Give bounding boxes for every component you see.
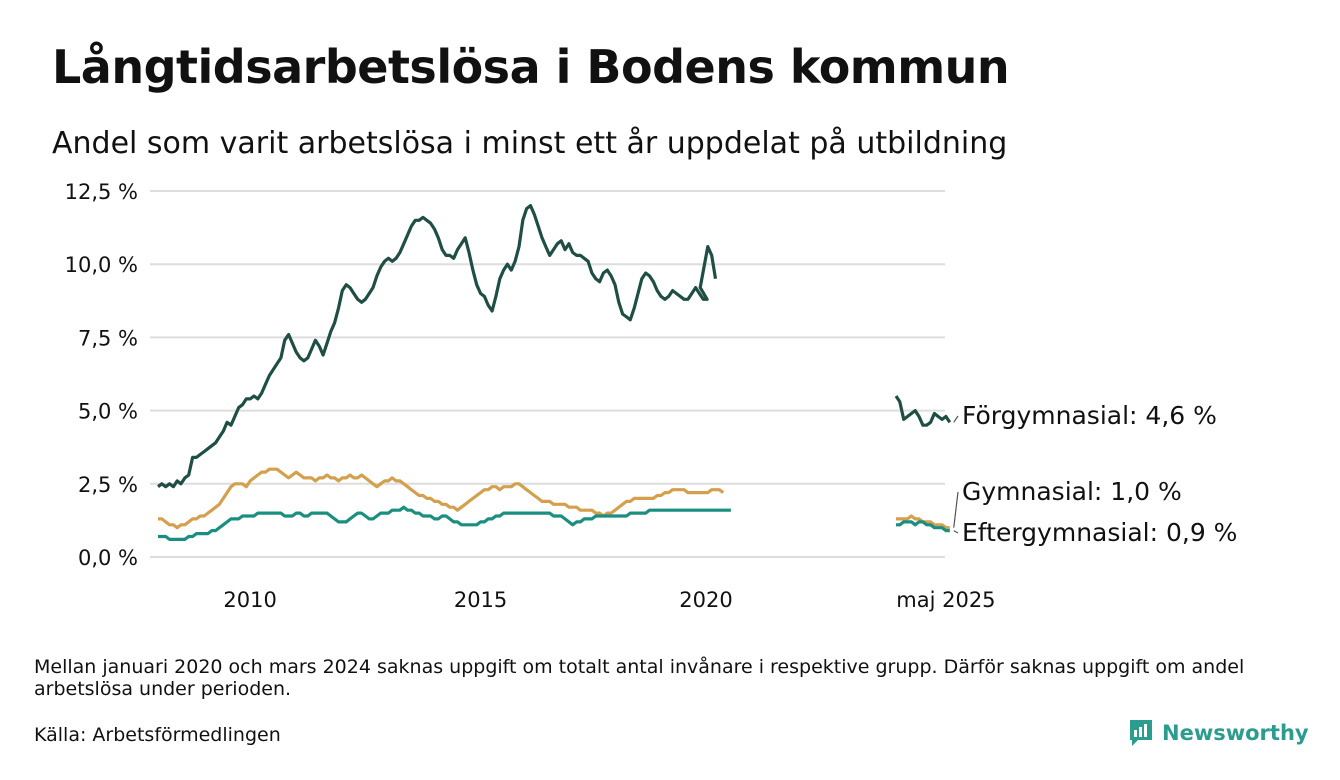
series-lines bbox=[157, 204, 952, 542]
x-axis: 2010 2015 2020 maj 2025 bbox=[223, 588, 995, 612]
chart-note: Mellan januari 2020 och mars 2024 saknas… bbox=[34, 656, 1245, 700]
series-line-förgymnasial bbox=[894, 395, 952, 427]
line-chart: 0,0 %2,5 %5,0 %7,5 %10,0 %12,5 % 2010 201… bbox=[65, 180, 1238, 612]
series-line-eftergymnasial bbox=[158, 505, 731, 542]
source-text: Källa: Arbetsförmedlingen bbox=[34, 724, 281, 746]
label-leader-line bbox=[953, 415, 959, 423]
x-tick-label: maj 2025 bbox=[896, 588, 995, 612]
chart-subtitle: Andel som varit arbetslösa i minst ett å… bbox=[52, 126, 1008, 161]
series-line-eftergymnasial bbox=[896, 520, 950, 533]
y-tick-label: 7,5 % bbox=[78, 326, 138, 350]
brand-logo: Newsworthy bbox=[1128, 718, 1309, 748]
y-tick-label: 0,0 % bbox=[78, 546, 138, 570]
x-tick-label: 2010 bbox=[223, 588, 276, 612]
page-title: Långtidsarbetslösa i Bodens kommun bbox=[52, 40, 1010, 94]
y-tick-label: 10,0 % bbox=[65, 253, 138, 277]
series-line-gymnasial bbox=[158, 467, 725, 530]
end-label-gymnasial: Gymnasial: 1,0 % bbox=[962, 477, 1182, 506]
y-tick-label: 2,5 % bbox=[78, 473, 138, 497]
grid-lines bbox=[150, 190, 945, 558]
y-tick-label: 5,0 % bbox=[78, 400, 138, 424]
y-tick-label: 12,5 % bbox=[65, 180, 138, 204]
label-leader-line bbox=[953, 491, 959, 528]
end-labels: Förgymnasial: 4,6 % Gymnasial: 1,0 % Efter… bbox=[953, 401, 1237, 547]
series-line-förgymnasial bbox=[157, 204, 718, 489]
label-leader-line bbox=[953, 530, 959, 534]
y-axis: 0,0 % 2,5 % 5,0 % 7,5 % 10,0 % 12,5 % bbox=[65, 180, 138, 570]
bar-chart-icon bbox=[1130, 720, 1152, 746]
x-tick-label: 2015 bbox=[454, 588, 507, 612]
x-tick-label: 2020 bbox=[679, 588, 732, 612]
end-label-eftergymnasial: Eftergymnasial: 0,9 % bbox=[962, 518, 1237, 547]
end-label-förgymnasial: Förgymnasial: 4,6 % bbox=[962, 401, 1217, 430]
brand-name: Newsworthy bbox=[1162, 721, 1309, 745]
